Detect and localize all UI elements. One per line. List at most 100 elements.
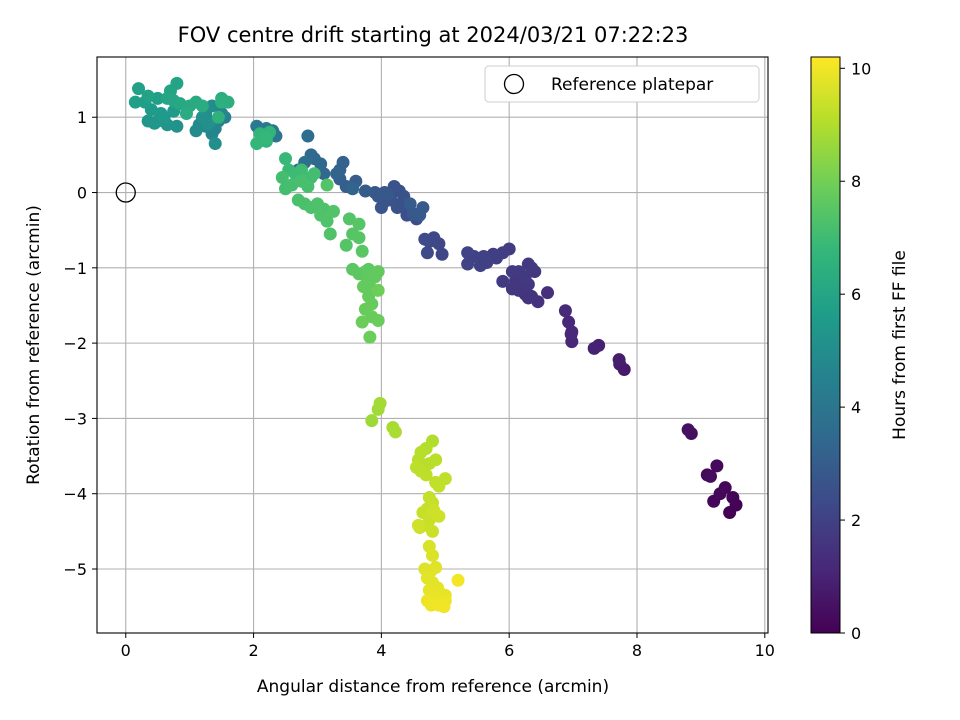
x-tick-label: 8 [632, 641, 642, 660]
data-point [314, 208, 328, 222]
x-tick-label: 2 [248, 641, 258, 660]
y-axis-label: Rotation from reference (arcmin) [24, 205, 44, 485]
y-tick-label: −2 [63, 334, 87, 353]
y-tick-label: −5 [63, 560, 87, 579]
colorbar-tick-label: 2 [851, 511, 861, 530]
data-point [419, 468, 433, 482]
data-point [432, 479, 446, 493]
data-point [363, 330, 377, 344]
data-point [202, 116, 216, 130]
data-point [326, 204, 340, 218]
data-point [279, 152, 293, 166]
data-point [427, 503, 441, 517]
data-point [368, 186, 382, 200]
colorbar-tick-label: 6 [851, 285, 861, 304]
data-point [346, 182, 360, 196]
data-point [371, 265, 385, 279]
data-point [461, 257, 475, 271]
data-point [429, 560, 443, 574]
y-tick-label: 0 [77, 184, 87, 203]
y-tick-label: −3 [63, 409, 87, 428]
colorbar-tick-label: 4 [851, 398, 861, 417]
data-point [365, 414, 379, 428]
data-point [352, 231, 366, 245]
data-point [521, 257, 535, 271]
reference-marker [115, 182, 136, 203]
data-point [373, 396, 387, 410]
data-point [426, 524, 439, 538]
data-point [473, 259, 487, 273]
data-point [703, 469, 717, 483]
data-point [339, 238, 353, 252]
y-axis-ticks: −5 −4 −3 −2 −1 0 1 [63, 108, 97, 579]
data-point [195, 99, 209, 113]
colorbar-tick-label: 8 [851, 172, 861, 191]
data-point [320, 178, 334, 192]
data-point [208, 137, 222, 151]
data-point [426, 548, 439, 562]
colorbar-gradient [811, 57, 840, 633]
data-point [437, 600, 451, 614]
x-tick-label: 4 [376, 641, 386, 660]
data-point [418, 232, 432, 246]
x-axis-ticks: 0 2 4 6 8 10 [121, 633, 775, 660]
data-point [710, 459, 724, 473]
data-point [726, 490, 740, 504]
data-point [215, 95, 229, 109]
data-point [518, 270, 532, 284]
plot-frame [96, 56, 769, 634]
data-point [406, 207, 420, 221]
data-point [355, 315, 369, 329]
data-point [565, 325, 579, 339]
data-point [381, 187, 395, 201]
data-point [374, 201, 388, 215]
x-tick-label: 6 [504, 641, 514, 660]
data-point [352, 217, 366, 231]
colorbar-ticks: 0 2 4 6 8 10 [840, 59, 871, 643]
x-tick-label: 0 [121, 641, 131, 660]
colorbar-tick-label: 0 [851, 624, 861, 643]
y-tick-label: −1 [63, 259, 87, 278]
data-point [259, 131, 273, 145]
chart-title: FOV centre drift starting at 2024/03/21 … [178, 23, 689, 47]
data-point [429, 453, 443, 467]
reference-platepar-marker [115, 182, 136, 203]
data-point [132, 82, 146, 96]
data-point [435, 247, 449, 261]
data-point [558, 304, 572, 318]
data-points [128, 76, 743, 614]
data-point [141, 89, 155, 103]
data-point [587, 341, 601, 355]
colorbar-tick-label: 10 [851, 59, 871, 78]
data-point [307, 167, 321, 181]
data-point [211, 110, 225, 124]
x-tick-label: 10 [755, 641, 775, 660]
data-point [358, 184, 372, 198]
data-point [541, 286, 555, 300]
data-point [420, 246, 434, 260]
data-point [323, 227, 337, 241]
data-point [294, 163, 308, 177]
y-tick-label: 1 [77, 108, 87, 127]
colorbar-frame [810, 56, 841, 634]
data-point [403, 197, 417, 211]
data-point [411, 518, 425, 532]
data-point [330, 167, 344, 181]
data-point [301, 129, 315, 143]
y-tick-label: −4 [63, 485, 87, 504]
data-point [141, 114, 155, 128]
data-point [562, 315, 576, 329]
colorbar-label: Hours from first FF file [890, 250, 910, 440]
data-point [371, 283, 385, 297]
data-point [388, 425, 402, 439]
data-point [250, 137, 264, 151]
legend-marker [503, 73, 525, 95]
gridlines [97, 57, 768, 633]
data-point [356, 280, 370, 294]
data-point [461, 246, 475, 260]
data-point [505, 265, 519, 279]
data-point [496, 274, 510, 288]
legend-label: Reference platepar [551, 75, 713, 95]
data-point [189, 124, 203, 138]
